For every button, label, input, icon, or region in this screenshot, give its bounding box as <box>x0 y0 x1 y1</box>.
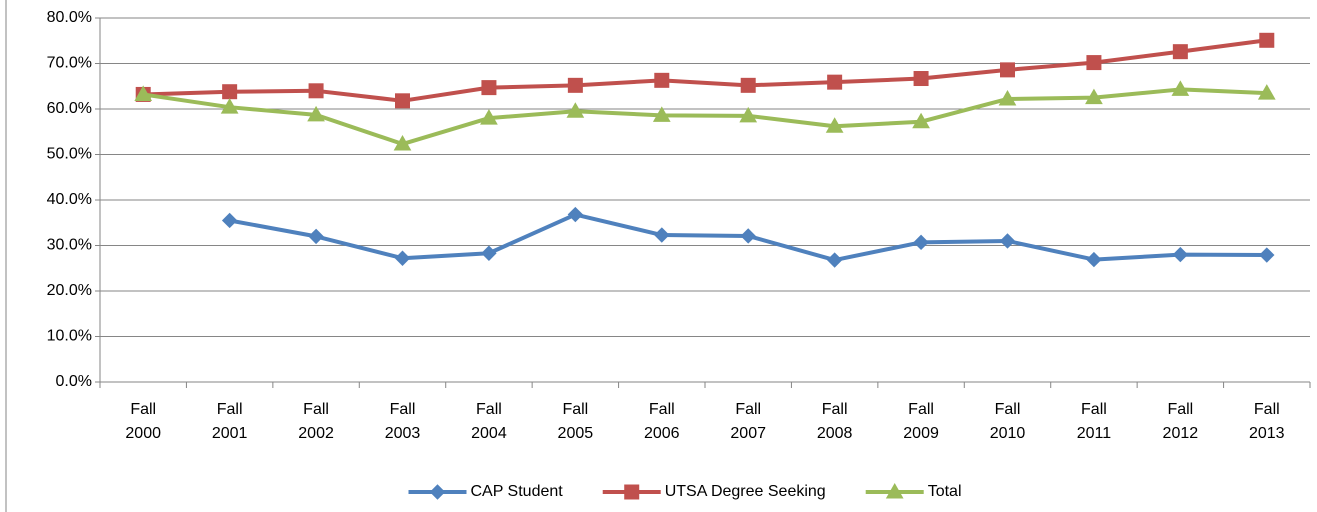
y-tick-label: 0.0% <box>56 373 92 390</box>
y-tick-label: 80.0% <box>47 9 92 26</box>
marker <box>825 117 844 133</box>
marker <box>308 228 324 245</box>
marker <box>652 106 671 122</box>
y-tick-label: 30.0% <box>47 237 92 254</box>
x-tick-label: Fall 2006 <box>643 401 680 442</box>
marker <box>827 74 843 90</box>
legend-label: CAP Student <box>471 483 564 500</box>
marker <box>654 72 670 88</box>
marker <box>740 228 756 244</box>
marker <box>395 93 410 109</box>
x-tick-label: Fall 2002 <box>298 401 334 442</box>
marker <box>1086 251 1102 268</box>
marker <box>222 84 238 100</box>
marker <box>429 484 446 500</box>
marker <box>913 71 929 87</box>
marker <box>998 89 1017 106</box>
marker <box>481 80 497 96</box>
marker <box>624 484 640 500</box>
x-tick-label: Fall 2005 <box>557 401 594 442</box>
y-tick-label: 20.0% <box>47 282 92 299</box>
marker <box>1086 55 1102 71</box>
x-tick-label: Fall 2003 <box>384 401 421 442</box>
marker <box>1172 246 1189 263</box>
marker <box>1000 62 1015 78</box>
x-tick-label: Fall 2011 <box>1076 401 1112 442</box>
x-tick-label: Fall 2012 <box>1162 401 1199 442</box>
marker <box>220 98 239 114</box>
marker <box>307 105 325 122</box>
marker <box>999 233 1016 249</box>
marker <box>1257 84 1276 100</box>
y-tick-label: 50.0% <box>47 146 92 163</box>
chart-border <box>5 0 7 512</box>
marker <box>308 83 324 99</box>
x-tick-label: Fall 2000 <box>125 401 161 442</box>
marker <box>1172 44 1188 60</box>
marker <box>913 234 929 251</box>
x-tick-label: Fall 2013 <box>1248 401 1285 442</box>
y-tick-label: 40.0% <box>47 191 92 208</box>
marker <box>481 245 497 261</box>
y-tick-label: 70.0% <box>47 55 92 72</box>
y-tick-label: 10.0% <box>47 328 92 345</box>
marker <box>393 135 412 151</box>
marker <box>654 227 670 243</box>
marker <box>566 102 585 118</box>
marker <box>826 252 843 268</box>
marker <box>912 112 930 129</box>
x-tick-label: Fall 2001 <box>211 401 248 442</box>
marker <box>1085 88 1103 105</box>
marker <box>1259 247 1275 263</box>
marker <box>885 482 904 499</box>
x-tick-label: Fall 2007 <box>730 401 766 442</box>
marker <box>1259 32 1275 48</box>
x-tick-label: Fall 2008 <box>816 401 853 442</box>
marker <box>1171 80 1190 96</box>
marker <box>739 106 758 123</box>
series-line <box>142 87 1267 147</box>
x-tick-label: Fall 2010 <box>989 401 1026 442</box>
marker <box>567 206 584 223</box>
x-tick-label: Fall 2004 <box>471 401 507 442</box>
legend-label: Total <box>928 483 962 500</box>
marker <box>740 77 756 93</box>
x-tick-label: Fall 2009 <box>903 401 939 442</box>
marker <box>567 77 583 93</box>
marker <box>394 250 411 266</box>
y-tick-label: 60.0% <box>47 100 92 117</box>
marker <box>134 85 153 101</box>
marker <box>221 212 238 229</box>
marker <box>480 109 498 125</box>
legend-label: UTSA Degree Seeking <box>665 483 826 500</box>
series-line <box>143 38 1268 103</box>
